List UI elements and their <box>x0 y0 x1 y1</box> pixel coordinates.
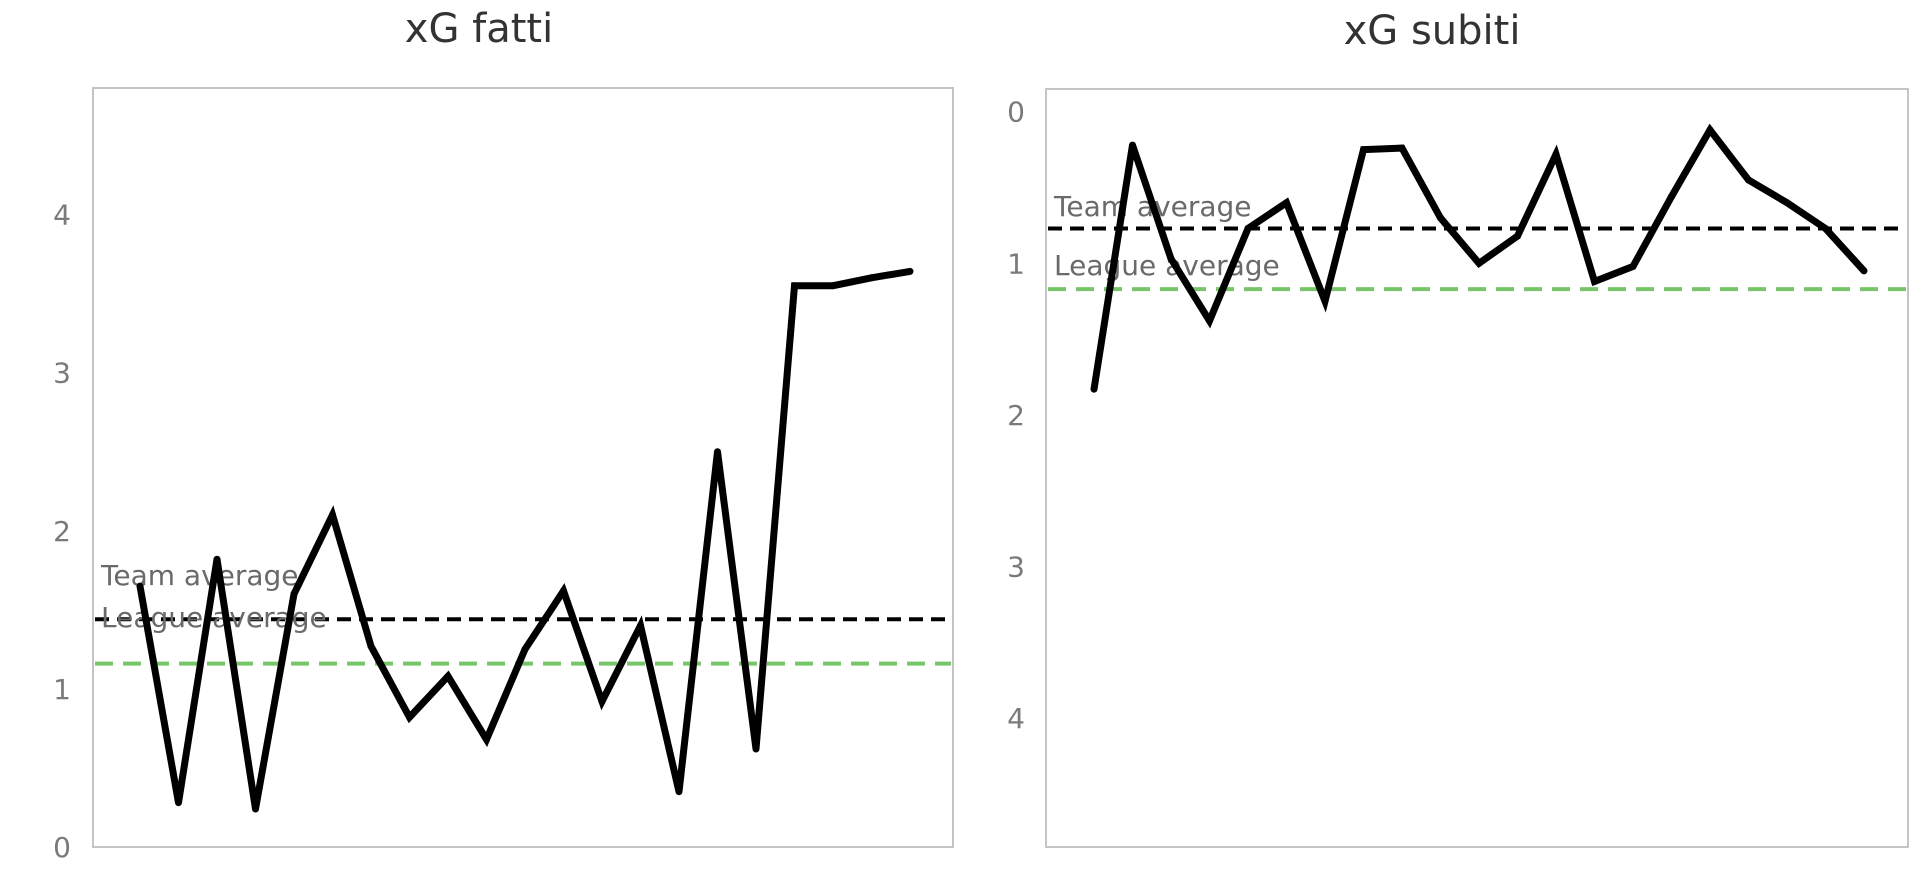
data-point <box>1167 255 1175 263</box>
y-axis-ticks: 0 1 2 3 4 <box>53 199 71 865</box>
data-point <box>367 642 375 650</box>
y-axis-ticks: 0 1 2 3 4 <box>1007 96 1025 735</box>
data-point <box>906 267 914 275</box>
data-point <box>329 511 336 519</box>
y-tick-label: 1 <box>53 673 71 706</box>
y-tick-label: 2 <box>53 515 71 548</box>
series-group <box>1090 123 1868 393</box>
plot-frame <box>1045 88 1909 848</box>
chart-title: xG subiti <box>1344 8 1521 54</box>
data-point <box>213 555 221 563</box>
data-point <box>560 587 567 595</box>
y-tick-label: 3 <box>1007 551 1025 584</box>
series-group <box>136 267 914 813</box>
data-point <box>1860 267 1868 275</box>
data-point <box>444 672 452 680</box>
data-point <box>1129 141 1136 149</box>
series-line <box>136 267 911 810</box>
data-point <box>1206 317 1213 325</box>
data-point <box>1437 214 1444 222</box>
data-point <box>598 698 606 705</box>
data-point <box>1552 150 1560 158</box>
data-point <box>1398 144 1406 152</box>
y-tick-label: 0 <box>1007 96 1025 129</box>
y-tick-label: 2 <box>1007 399 1025 432</box>
data-point <box>1514 232 1521 240</box>
data-point <box>252 805 259 813</box>
data-point <box>868 274 875 282</box>
data-point <box>1090 385 1098 393</box>
team-average-label: Team average <box>100 559 299 592</box>
data-point <box>290 590 298 598</box>
data-point <box>1283 199 1290 207</box>
data-point <box>1475 259 1483 267</box>
data-point <box>1360 146 1367 154</box>
y-tick-label: 3 <box>53 357 71 390</box>
data-point <box>1591 278 1598 285</box>
data-point <box>752 745 760 753</box>
data-point <box>714 448 721 456</box>
data-point <box>1321 297 1329 305</box>
data-point <box>791 282 798 290</box>
data-point <box>1745 176 1752 184</box>
y-tick-label: 0 <box>53 831 71 864</box>
plot-frame <box>92 87 954 848</box>
data-point <box>675 788 683 796</box>
y-tick-label: 1 <box>1007 247 1025 280</box>
data-point <box>829 282 837 290</box>
data-point <box>175 799 182 807</box>
data-point <box>1783 199 1791 207</box>
data-point <box>1706 126 1714 134</box>
y-tick-label: 4 <box>1007 702 1025 735</box>
data-point <box>136 582 144 590</box>
data-point <box>406 713 413 721</box>
chart-title: xG fatti <box>405 6 553 52</box>
data-point <box>1668 193 1675 201</box>
data-point <box>521 645 529 653</box>
data-point <box>637 622 644 630</box>
data-point <box>1244 225 1252 232</box>
data-point <box>1629 262 1637 270</box>
data-point <box>1822 225 1829 232</box>
data-point <box>483 736 490 743</box>
y-tick-label: 4 <box>53 199 71 232</box>
